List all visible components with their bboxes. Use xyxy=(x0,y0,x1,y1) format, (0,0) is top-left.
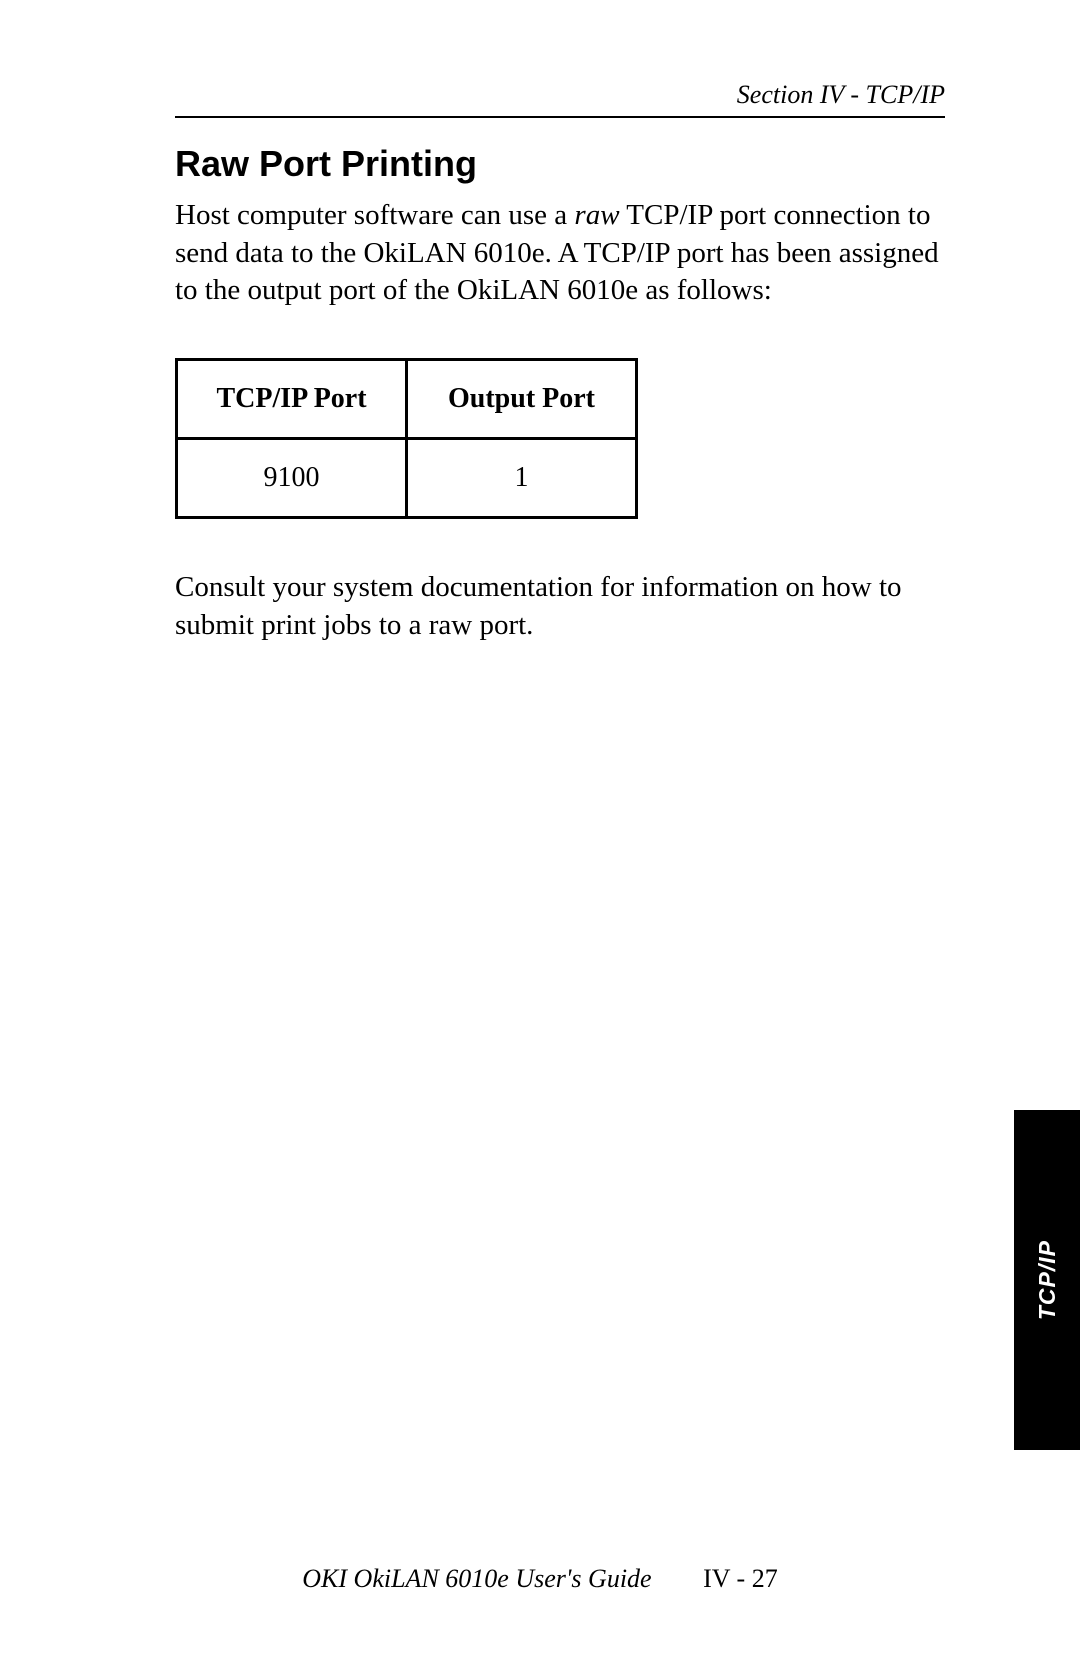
footer-guide-title: OKI OkiLAN 6010e User's Guide xyxy=(302,1564,651,1593)
table-header-tcpip-port: TCP/IP Port xyxy=(177,360,407,439)
side-tab: TCP/IP xyxy=(1014,1110,1080,1450)
heading-raw-port-printing: Raw Port Printing xyxy=(175,143,945,185)
paragraph-text-part1: Host computer software can use a xyxy=(175,199,574,231)
side-tab-label: TCP/IP xyxy=(1034,1240,1061,1320)
table-cell-tcpip-port: 9100 xyxy=(177,439,407,518)
port-table: TCP/IP Port Output Port 9100 1 xyxy=(175,358,638,519)
intro-paragraph: Host computer software can use a raw TCP… xyxy=(175,197,945,310)
closing-paragraph: Consult your system documentation for in… xyxy=(175,569,945,644)
footer-page-number: IV - 27 xyxy=(703,1564,778,1593)
section-header: Section IV - TCP/IP xyxy=(175,80,945,118)
paragraph-text-italic: raw xyxy=(574,199,619,231)
page-footer: OKI OkiLAN 6010e User's Guide IV - 27 xyxy=(0,1564,1080,1594)
table-header-row: TCP/IP Port Output Port xyxy=(177,360,637,439)
table-row: 9100 1 xyxy=(177,439,637,518)
table-header-output-port: Output Port xyxy=(407,360,637,439)
table-cell-output-port: 1 xyxy=(407,439,637,518)
